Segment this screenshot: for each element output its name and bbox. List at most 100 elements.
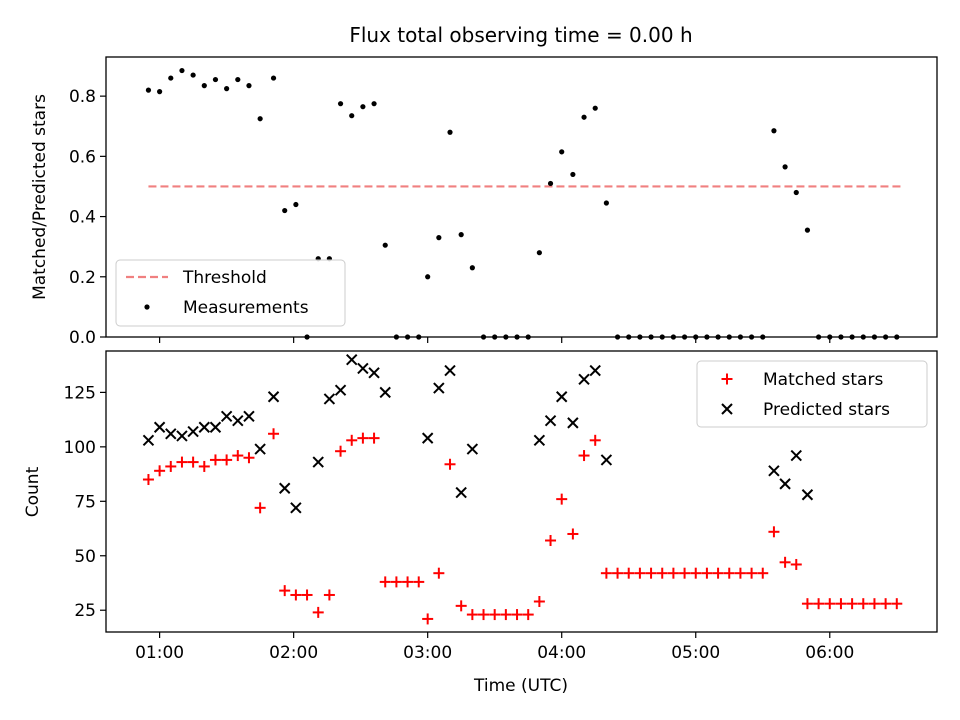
matched-point <box>667 567 679 579</box>
matched-point <box>368 432 380 444</box>
predicted-point <box>567 417 579 429</box>
count-y-tick-label: 75 <box>74 492 96 512</box>
count-y-tick-label: 125 <box>64 383 96 403</box>
matched-point <box>779 556 791 568</box>
measurement-point <box>282 207 288 214</box>
legend-threshold-label: Threshold <box>182 268 267 288</box>
measurement-point <box>592 105 598 111</box>
measurement-point <box>559 149 565 155</box>
matched-point <box>734 567 746 579</box>
matched-point <box>612 567 624 579</box>
predicted-point <box>768 465 780 477</box>
matched-point <box>556 493 568 505</box>
matched-point <box>578 450 590 462</box>
measurement-point <box>581 114 587 120</box>
count-y-axis-label: Count <box>23 466 43 517</box>
predicted-point <box>544 414 557 427</box>
measurement-point <box>246 83 252 89</box>
matched-point <box>880 598 892 610</box>
matched-point <box>221 454 233 466</box>
matched-point <box>357 432 369 444</box>
measurement-point <box>436 235 442 241</box>
count-x-tick-label: 04:00 <box>537 643 586 663</box>
measurement-point <box>257 116 263 122</box>
matched-point <box>187 456 199 468</box>
predicted-point <box>368 367 380 379</box>
measurement-point <box>293 201 299 208</box>
ratio-legend-box <box>115 259 346 327</box>
matched-point <box>390 576 402 588</box>
measurement-point <box>157 89 163 95</box>
measurement-point <box>371 101 377 107</box>
matched-point <box>422 613 434 625</box>
predicted-point <box>421 432 434 444</box>
predicted-point <box>243 410 255 423</box>
measurement-point <box>212 76 219 83</box>
measurement-point <box>804 227 811 233</box>
measurement-point <box>771 128 777 134</box>
ratio-y-axis-label: Matched/Predicted stars <box>30 94 50 300</box>
ratio-panel: Flux total observing time = 0.00 h Match… <box>30 23 938 348</box>
legend-predicted-swatch <box>721 403 733 415</box>
matched-point <box>346 434 358 446</box>
measurement-point <box>168 75 174 81</box>
matched-point <box>232 450 244 462</box>
predicted-point <box>444 364 456 377</box>
matched-point <box>209 454 221 466</box>
matched-point <box>466 609 478 621</box>
measurement-point <box>270 75 277 81</box>
predicted-point <box>801 489 814 501</box>
predicted-point <box>187 425 199 438</box>
measurement-point <box>547 180 554 187</box>
x-axis-label: Time (UTC) <box>473 676 568 696</box>
predicted-point <box>379 386 391 399</box>
count-marks <box>142 354 903 625</box>
measurement-point <box>337 101 344 107</box>
matched-point <box>142 474 154 486</box>
predicted-point <box>290 502 302 514</box>
count-x-tick-label: 06:00 <box>805 643 854 663</box>
matched-point <box>402 576 414 588</box>
measurement-point <box>382 242 388 248</box>
matched-point <box>413 576 425 588</box>
matched-point <box>813 598 825 610</box>
matched-point <box>165 460 177 472</box>
count-axes: 25 50 75 100 125 01:00 02:00 03:00 04:00 05:00 06:… <box>64 383 855 663</box>
count-x-tick-label: 05:00 <box>671 643 720 663</box>
matched-point <box>701 567 713 579</box>
predicted-point <box>279 482 291 494</box>
predicted-point <box>455 486 467 499</box>
predicted-point <box>600 454 613 466</box>
ratio-y-tick-label: 0.4 <box>69 208 96 228</box>
legend-matched-swatch <box>721 373 733 385</box>
ratio-y-tick-label: 0.0 <box>69 328 96 348</box>
predicted-point <box>312 456 324 468</box>
matched-point <box>801 598 813 610</box>
matched-point <box>645 567 657 579</box>
measurement-point <box>536 250 542 256</box>
matched-point <box>198 460 210 472</box>
measurement-point <box>145 87 152 93</box>
ratio-y-tick-label: 0.6 <box>69 147 96 167</box>
measurement-point <box>469 265 475 271</box>
matched-point <box>323 589 335 601</box>
matched-point <box>623 567 635 579</box>
count-y-tick-label: 25 <box>74 601 96 621</box>
count-legend-box <box>696 360 928 428</box>
count-legend: Matched stars Predicted stars <box>696 360 928 428</box>
legend-x-marker <box>721 403 733 415</box>
matched-point <box>511 609 523 621</box>
matched-point <box>868 598 880 610</box>
measurement-point <box>570 171 576 178</box>
matched-point <box>790 558 802 570</box>
matched-point <box>254 502 266 514</box>
measurement-point <box>349 113 355 119</box>
count-panel: Count Time (UTC) 25 50 75 100 125 01:00 02:00 0… <box>23 350 938 696</box>
predicted-point <box>466 443 479 455</box>
measurement-point <box>458 232 464 238</box>
ratio-marks <box>145 67 902 340</box>
matched-point <box>312 606 324 618</box>
ratio-plot-frame <box>105 56 938 338</box>
